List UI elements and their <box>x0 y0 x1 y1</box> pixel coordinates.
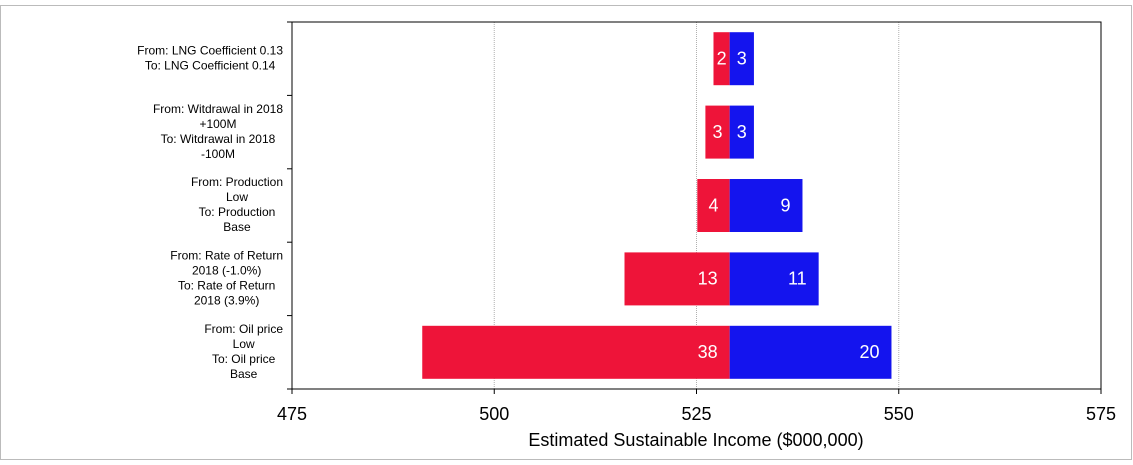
plot-area <box>291 21 1102 390</box>
y-tick-label-line: To: Production <box>199 205 276 219</box>
y-tick-label-line: To: Oil price <box>212 352 276 366</box>
y-tick-label-line: Base <box>230 367 258 381</box>
data-label: 4 <box>708 195 718 215</box>
y-tick-label-line: +100M <box>199 117 236 131</box>
data-label: 11 <box>788 269 807 289</box>
y-tick-label-line: To: Witdrawal in 2018 <box>161 132 276 146</box>
bar <box>705 105 730 159</box>
data-label: 13 <box>698 269 718 289</box>
data-label: 38 <box>698 342 718 362</box>
y-tick-label-line: Low <box>226 190 248 204</box>
bar <box>422 325 730 379</box>
bar <box>713 32 730 86</box>
data-label: 9 <box>780 195 790 215</box>
y-tick-label-line: To: Rate of Return <box>178 279 275 293</box>
bar <box>729 105 754 159</box>
x-axis-title: Estimated Sustainable Income ($000,000) <box>528 430 863 450</box>
y-tick-label-line: Base <box>223 220 251 234</box>
data-label: 3 <box>713 122 723 142</box>
y-tick-label-line: 2018 (-1.0%) <box>192 264 261 278</box>
y-tick-label-line: From: Production <box>191 175 283 189</box>
y-tick-label-line: From: LNG Coefficient 0.13 <box>137 43 283 57</box>
bar <box>729 252 819 306</box>
x-tick-label: 575 <box>1086 404 1116 424</box>
bar <box>624 252 730 306</box>
data-label: 2 <box>717 48 727 68</box>
x-tick-label: 525 <box>681 404 711 424</box>
data-label: 3 <box>737 122 747 142</box>
data-label: 20 <box>859 342 879 362</box>
chart-frame <box>0 5 1132 460</box>
x-tick-label: 475 <box>277 404 307 424</box>
y-tick-label-line: From: Rate of Return <box>170 249 283 263</box>
y-tick-label-line: From: Oil price <box>204 322 283 336</box>
bar <box>729 325 892 379</box>
y-tick-label-line: -100M <box>201 147 235 161</box>
bar <box>697 179 730 232</box>
bar <box>729 179 803 232</box>
y-tick-label-line: 2018 (3.9%) <box>194 294 259 308</box>
y-tick-label-line: Low <box>233 337 255 351</box>
bar <box>729 32 754 86</box>
x-tick-label: 500 <box>479 404 509 424</box>
y-tick-label-line: From: Witdrawal in 2018 <box>153 102 283 116</box>
data-label: 3 <box>737 48 747 68</box>
y-tick-label-line: To: LNG Coefficient 0.14 <box>145 58 276 72</box>
x-tick-label: 550 <box>884 404 914 424</box>
